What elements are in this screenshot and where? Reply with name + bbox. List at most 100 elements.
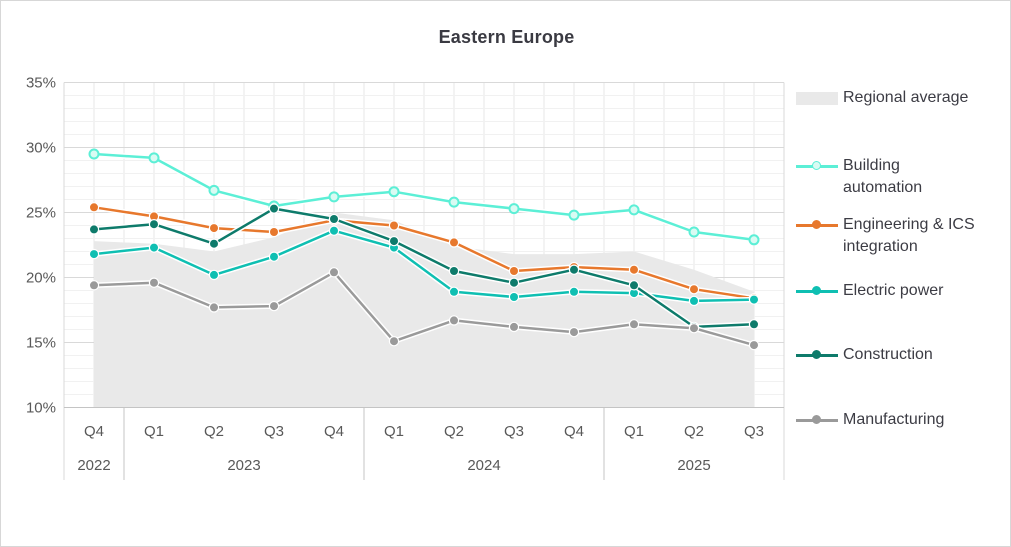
legend-item-manufacturing: Manufacturing bbox=[796, 409, 944, 431]
data-point-marker bbox=[90, 203, 98, 212]
x-axis-quarter-label: Q2 bbox=[444, 423, 464, 440]
data-point-marker bbox=[388, 186, 400, 198]
data-point-marker bbox=[750, 295, 758, 304]
legend-label: Engineering & ICS integration bbox=[843, 216, 975, 255]
y-axis-tick-label: 20% bbox=[26, 270, 56, 287]
y-axis-tick-label: 25% bbox=[26, 205, 56, 222]
data-point-marker bbox=[750, 341, 758, 350]
data-point-marker bbox=[450, 287, 458, 296]
legend-label: Building automation bbox=[843, 157, 923, 196]
data-point-marker bbox=[148, 152, 160, 164]
data-point-marker bbox=[510, 267, 518, 275]
x-axis-quarter-label: Q3 bbox=[504, 423, 524, 440]
data-point-marker bbox=[270, 302, 278, 311]
data-point-marker bbox=[150, 278, 158, 287]
x-axis-year-label: 2024 bbox=[467, 457, 500, 474]
data-point-marker bbox=[628, 204, 640, 216]
legend-line-marker-icon bbox=[796, 409, 838, 431]
data-point-marker bbox=[510, 322, 518, 331]
x-axis-quarter-label: Q4 bbox=[324, 423, 344, 440]
x-axis-quarter-label: Q4 bbox=[564, 423, 584, 440]
data-point-marker bbox=[90, 250, 98, 259]
data-point-marker bbox=[210, 224, 218, 233]
data-point-marker bbox=[210, 303, 218, 312]
data-point-marker bbox=[690, 285, 698, 294]
series-line bbox=[93, 207, 755, 329]
data-point-marker bbox=[568, 209, 580, 221]
legend-line-marker-icon bbox=[796, 214, 838, 236]
data-point-marker bbox=[330, 226, 338, 235]
data-point-marker bbox=[208, 184, 220, 196]
x-axis-quarter-label: Q4 bbox=[84, 423, 104, 440]
data-point-marker bbox=[450, 267, 458, 275]
legend-line-marker-icon bbox=[796, 344, 838, 366]
x-axis-quarter-label: Q1 bbox=[144, 423, 164, 440]
legend-line-marker-icon bbox=[796, 155, 838, 177]
data-point-marker bbox=[570, 287, 578, 296]
data-point-marker bbox=[630, 320, 638, 329]
y-axis-tick-label: 10% bbox=[26, 400, 56, 417]
chart-title: Eastern Europe bbox=[438, 27, 575, 47]
legend-swatch-icon bbox=[796, 87, 838, 109]
y-axis-tick-label: 35% bbox=[26, 75, 56, 92]
x-axis-quarter-label: Q2 bbox=[684, 423, 704, 440]
data-point-marker bbox=[630, 265, 638, 274]
data-point-marker bbox=[210, 270, 218, 279]
data-point-marker bbox=[510, 293, 518, 301]
legend-line-marker-icon bbox=[796, 280, 838, 302]
data-point-marker bbox=[328, 191, 340, 203]
data-point-marker bbox=[570, 328, 578, 337]
data-point-marker bbox=[630, 289, 638, 298]
data-point-marker bbox=[90, 225, 98, 234]
x-axis-year-label: 2023 bbox=[227, 457, 260, 474]
series-line bbox=[93, 271, 755, 347]
legend-label: Manufacturing bbox=[843, 411, 945, 428]
data-point-marker bbox=[510, 278, 518, 287]
data-point-marker bbox=[210, 239, 218, 248]
data-point-marker bbox=[688, 226, 700, 238]
x-axis-year-label: 2025 bbox=[677, 457, 710, 474]
data-point-marker bbox=[570, 265, 578, 274]
x-axis-quarter-label: Q1 bbox=[384, 423, 404, 440]
data-point-marker bbox=[630, 281, 638, 290]
x-axis-quarter-label: Q1 bbox=[624, 423, 644, 440]
data-point-marker bbox=[150, 220, 158, 229]
legend-label: Regional average bbox=[843, 89, 969, 106]
data-point-marker bbox=[330, 215, 338, 223]
x-axis-quarter-label: Q3 bbox=[744, 423, 764, 440]
series-line bbox=[93, 152, 755, 242]
data-point-marker bbox=[690, 324, 698, 333]
legend-item-building-automation: Building automation bbox=[796, 155, 922, 199]
legend-item-regional-average: Regional average bbox=[796, 87, 968, 109]
data-point-marker bbox=[150, 243, 158, 252]
data-point-marker bbox=[448, 196, 460, 208]
legend-label: Electric power bbox=[843, 282, 944, 299]
legend-item-engineering-ics-integration: Engineering & ICS integration bbox=[796, 214, 975, 258]
x-axis-quarter-label: Q3 bbox=[264, 423, 284, 440]
data-point-marker bbox=[390, 237, 398, 246]
y-axis-tick-label: 30% bbox=[26, 140, 56, 157]
chart-legend: Regional average Building automation Engine… bbox=[796, 1, 1008, 546]
data-point-marker bbox=[390, 221, 398, 230]
x-axis-quarter-label: Q2 bbox=[204, 423, 224, 440]
data-point-marker bbox=[270, 228, 278, 236]
data-point-marker bbox=[330, 268, 338, 277]
series-line bbox=[93, 206, 755, 300]
data-point-marker bbox=[690, 296, 698, 305]
legend-item-construction: Construction bbox=[796, 344, 933, 366]
legend-item-electric-power: Electric power bbox=[796, 280, 943, 302]
data-point-marker bbox=[270, 204, 278, 213]
data-point-marker bbox=[270, 252, 278, 261]
data-point-marker bbox=[508, 203, 520, 215]
data-point-marker bbox=[750, 320, 758, 329]
x-axis-year-label: 2022 bbox=[77, 457, 110, 474]
data-point-marker bbox=[88, 148, 100, 160]
data-point-marker bbox=[450, 238, 458, 247]
regional-average-area bbox=[94, 212, 754, 408]
legend-label: Construction bbox=[843, 346, 933, 363]
data-point-marker bbox=[90, 281, 98, 290]
data-point-marker bbox=[390, 337, 398, 346]
data-point-marker bbox=[450, 316, 458, 325]
